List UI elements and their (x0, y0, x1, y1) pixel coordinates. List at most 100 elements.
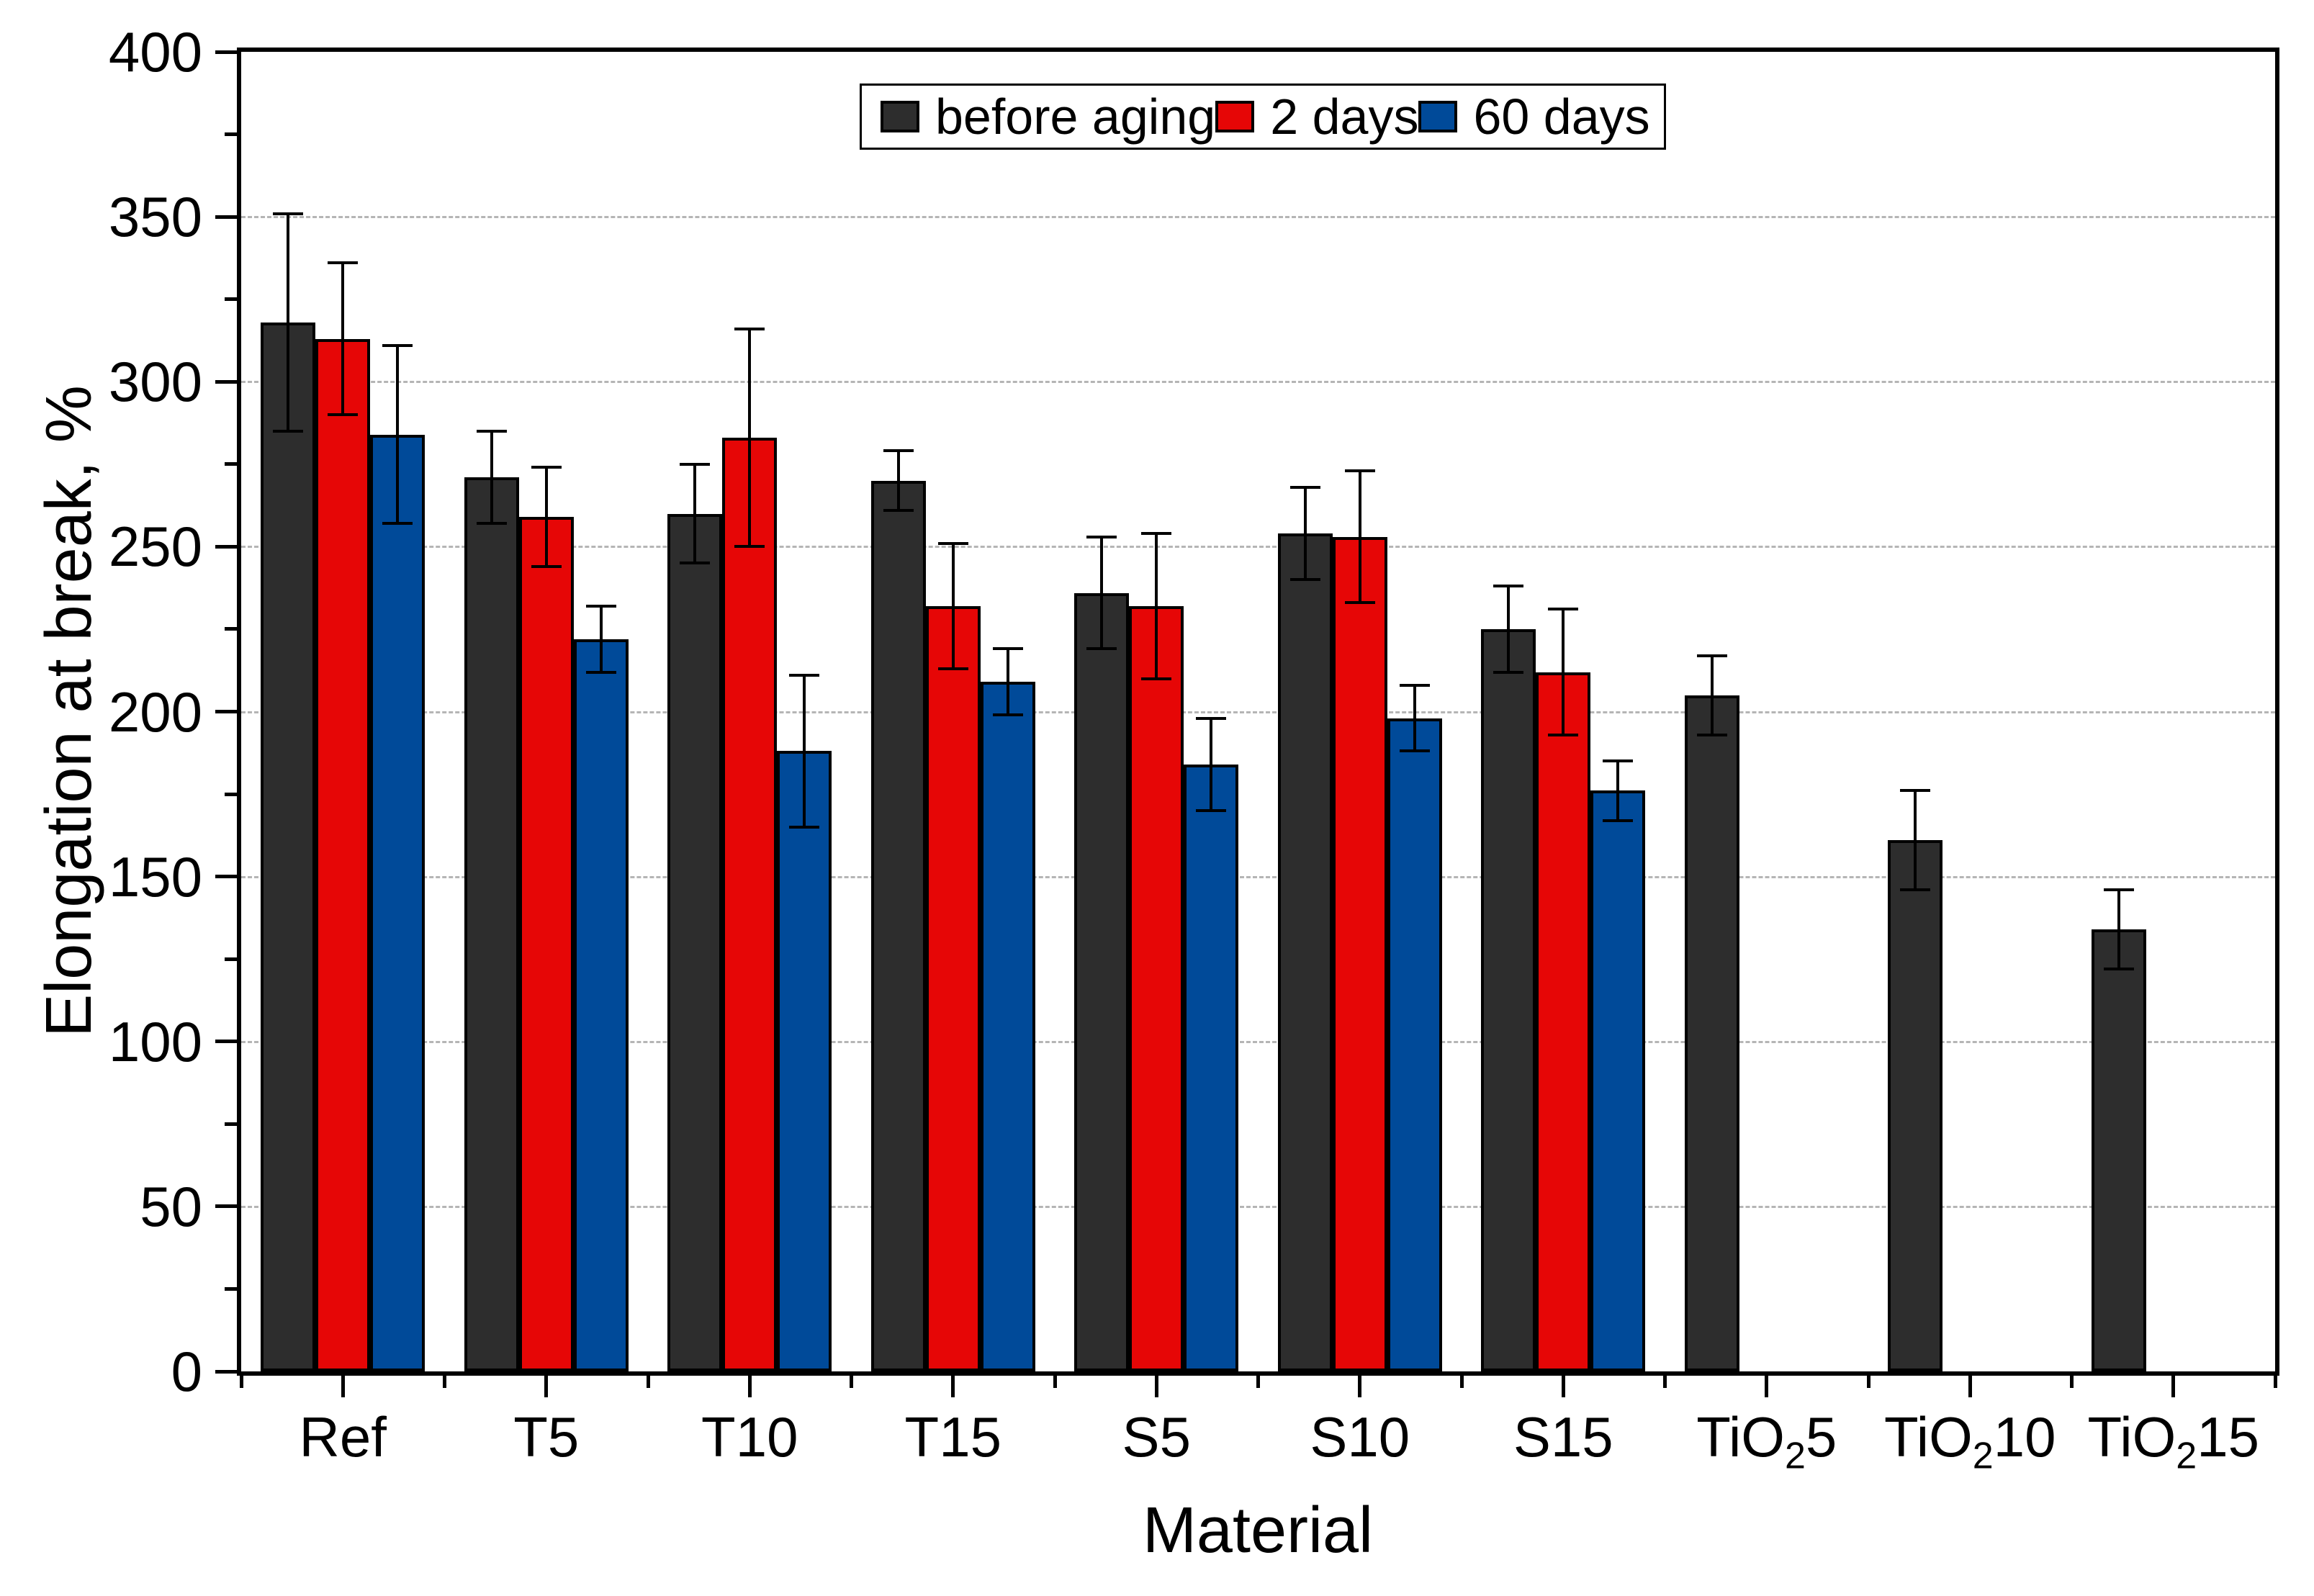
error-bar-cap-bottom (1493, 670, 1524, 674)
error-bar-cap-bottom (382, 522, 413, 526)
error-bar-cap-bottom (531, 564, 562, 568)
y-axis-tick-label: 300 (108, 350, 202, 414)
y-axis-major-tick (215, 710, 237, 713)
x-axis-major-tick (1765, 1376, 1769, 1397)
error-bar-cap-top (1141, 532, 1172, 536)
error-bar-line (490, 430, 493, 524)
error-bar-cap-top (734, 327, 765, 330)
y-axis-minor-tick (225, 462, 237, 466)
error-bar-cap-bottom (1086, 647, 1117, 651)
error-bar-cap-bottom (1603, 819, 1634, 822)
x-axis-major-tick (2171, 1376, 2176, 1397)
y-axis-tick-label: 150 (108, 844, 202, 909)
x-category-label-TiO10: TiO210 (1884, 1405, 2056, 1477)
error-bar-line (1710, 655, 1714, 735)
x-axis-major-tick (1154, 1376, 1158, 1397)
y-axis-tick-label: 100 (108, 1009, 202, 1073)
error-bar-cap-bottom (883, 508, 914, 512)
y-axis-minor-tick (225, 627, 237, 631)
error-bar-cap-top (2103, 888, 2134, 891)
x-category-label-T5: T5 (513, 1405, 580, 1469)
gridline-50 (241, 1205, 2275, 1208)
error-bar-line (1413, 685, 1416, 752)
error-bar-cap-bottom (789, 825, 820, 829)
x-axis-minor-tick (1866, 1376, 1870, 1388)
error-bar-cap-bottom (1344, 601, 1375, 605)
x-axis-minor-tick (1256, 1376, 1260, 1388)
error-bar-cap-bottom (1696, 733, 1727, 736)
error-bar-cap-top (585, 604, 616, 608)
error-bar-line (1358, 470, 1361, 603)
bar-60-days-S15 (1590, 790, 1646, 1371)
error-bar-cap-bottom (273, 429, 304, 433)
y-axis-tick-label: 400 (108, 20, 202, 84)
y-axis-major-tick (215, 1369, 237, 1374)
x-axis-major-tick (951, 1376, 955, 1397)
bar-before-aging-T5 (464, 477, 519, 1371)
error-bar-line (396, 345, 400, 524)
x-category-label-S10: S10 (1310, 1405, 1410, 1469)
y-axis-tick-label: 250 (108, 515, 202, 579)
error-bar-cap-top (273, 212, 304, 215)
error-bar-cap-bottom (1399, 749, 1430, 753)
bar-before-aging-S15 (1481, 628, 1536, 1371)
error-bar-cap-top (1548, 608, 1579, 611)
bar-before-aging-TiO15 (2091, 929, 2146, 1371)
x-category-label-S5: S5 (1122, 1405, 1191, 1469)
bar-before-aging-T15 (870, 480, 926, 1371)
error-bar-line (1210, 718, 1213, 811)
x-category-label-T10: T10 (701, 1405, 798, 1469)
legend-label-60-days: 60 days (1473, 89, 1650, 145)
error-bar-line (1006, 649, 1009, 716)
y-axis-tick-label: 350 (108, 185, 202, 249)
bar-before-aging-Ref (261, 322, 316, 1371)
bar-before-aging-S5 (1074, 592, 1130, 1371)
x-axis-minor-tick (239, 1376, 243, 1388)
error-bar-cap-top (382, 343, 413, 347)
error-bar-cap-bottom (680, 562, 711, 565)
x-axis-major-tick (747, 1376, 752, 1397)
x-category-label-TiO5: TiO25 (1696, 1405, 1837, 1477)
x-category-label-Ref: Ref (299, 1405, 387, 1469)
bar-60-days-T5 (573, 639, 629, 1371)
legend-item-2-days: 2 days (1215, 91, 1418, 142)
error-bar-cap-top (1399, 683, 1430, 687)
error-bar-cap-top (992, 647, 1023, 651)
gridline-200 (241, 711, 2275, 713)
legend-swatch-before-aging (881, 101, 919, 132)
bar-60-days-S10 (1387, 718, 1442, 1371)
bar-before-aging-TiO5 (1684, 695, 1739, 1371)
error-bar-cap-bottom (1289, 578, 1320, 582)
legend-label-2-days: 2 days (1270, 89, 1419, 145)
y-axis-major-tick (215, 544, 237, 549)
bar-60-days-T15 (980, 682, 1035, 1371)
error-bar-cap-bottom (1548, 733, 1579, 736)
y-axis-minor-tick (225, 1286, 237, 1291)
bar-2-days-T10 (722, 438, 778, 1371)
error-bar-line (693, 464, 697, 564)
error-bar-cap-bottom (734, 545, 765, 549)
error-bar-cap-top (1900, 789, 1931, 793)
error-bar-cap-bottom (585, 670, 616, 674)
y-axis-minor-tick (225, 132, 237, 137)
y-axis-major-tick (215, 379, 237, 384)
error-bar-cap-top (883, 449, 914, 453)
legend: before aging 2 days 60 days (860, 84, 1666, 150)
error-bar-cap-top (1196, 716, 1227, 720)
y-axis-minor-tick (225, 297, 237, 302)
error-bar-cap-bottom (937, 667, 968, 670)
x-category-label-S15: S15 (1513, 1405, 1613, 1469)
error-bar-cap-bottom (476, 522, 507, 526)
x-axis-minor-tick (1663, 1376, 1667, 1388)
x-axis-minor-tick (646, 1376, 650, 1388)
error-bar-cap-top (476, 429, 507, 433)
error-bar-line (1507, 586, 1511, 672)
x-category-label-T15: T15 (904, 1405, 1001, 1469)
error-bar-cap-top (680, 462, 711, 466)
error-bar-cap-top (789, 674, 820, 677)
x-axis-minor-tick (1053, 1376, 1057, 1388)
error-bar-cap-bottom (1141, 677, 1172, 680)
y-axis-major-tick (215, 875, 237, 879)
x-axis-major-tick (544, 1376, 549, 1397)
y-axis-title: Elongation at break, % (33, 385, 105, 1037)
